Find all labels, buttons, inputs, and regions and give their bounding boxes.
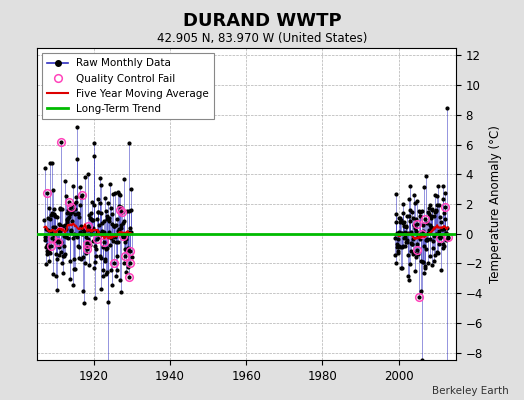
Y-axis label: Temperature Anomaly (°C): Temperature Anomaly (°C) <box>488 125 501 283</box>
Text: Berkeley Earth: Berkeley Earth <box>432 386 508 396</box>
Legend: Raw Monthly Data, Quality Control Fail, Five Year Moving Average, Long-Term Tren: Raw Monthly Data, Quality Control Fail, … <box>42 53 214 119</box>
Text: DURAND WWTP: DURAND WWTP <box>183 12 341 30</box>
Text: 42.905 N, 83.970 W (United States): 42.905 N, 83.970 W (United States) <box>157 32 367 45</box>
